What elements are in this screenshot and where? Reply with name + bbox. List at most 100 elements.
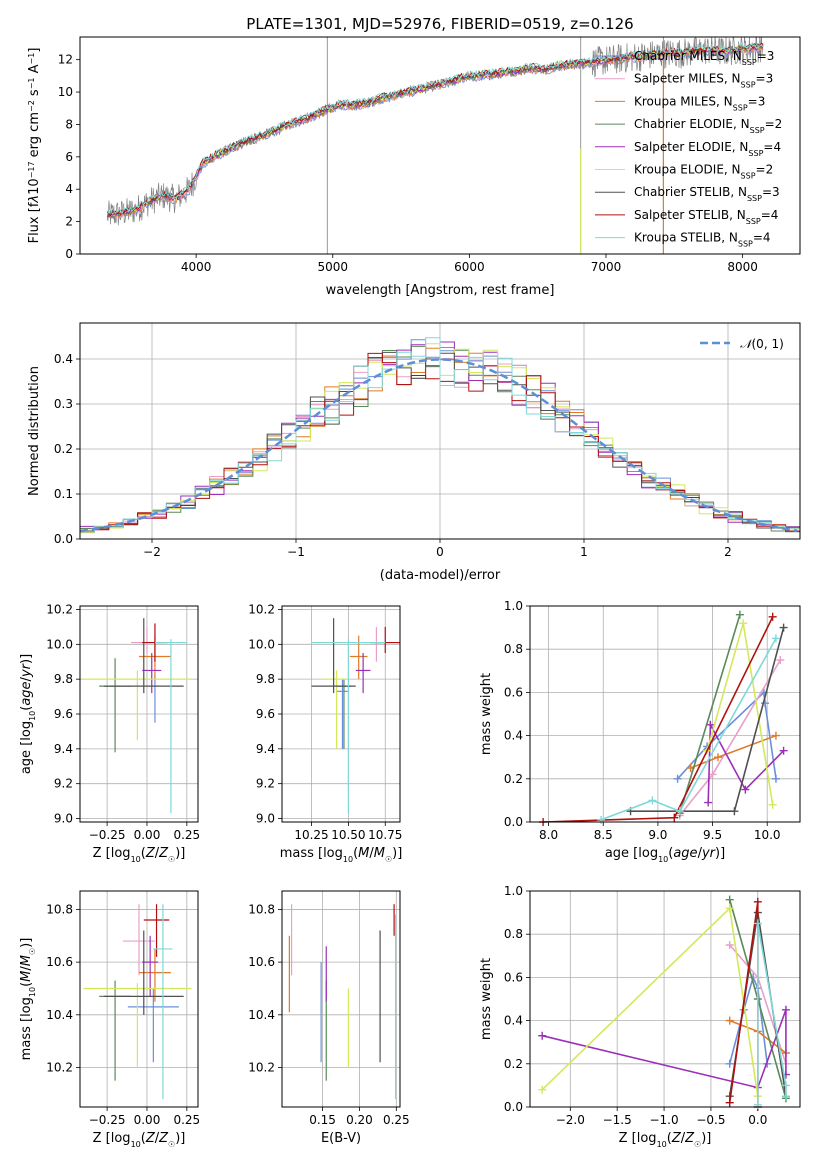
y-tick-label: 0.1 [54,487,73,501]
weight-marker [730,807,739,816]
x-tick-label: 6000 [454,260,485,274]
weight-marker [725,895,734,904]
y-tick-label: 10.6 [46,955,73,969]
x-tick-label: 0 [436,545,444,559]
weight-marker [753,897,762,906]
x-tick-label: 0.25 [173,828,200,842]
weight-line [541,906,759,1097]
x-tick-label: −2 [143,545,161,559]
y-tick-label: 9.8 [54,672,73,686]
weight-marker [753,919,762,928]
y-axis-label: mass [log10(M/M☉)] [19,938,37,1061]
y-tick-label: 6 [65,150,73,164]
axes-frame [79,605,199,823]
y-axis-label: mass weight [479,673,494,755]
y-tick-label: 0.6 [504,685,523,699]
y-axis-label: Flux [fλ10−17 erg cm−2 s−1 A−1] [27,48,43,244]
y-tick-label: 9.6 [256,707,275,721]
weight-marker [771,774,780,783]
weight-marker [725,904,734,913]
weight-marker [708,770,717,779]
y-tick-label: 10.0 [46,637,73,651]
x-axis-label: (data-model)/error [380,568,501,583]
weight-line [679,614,741,814]
x-tick-label: 8.0 [539,828,558,842]
x-tick-label: 8000 [727,260,758,274]
legend-label: Chabrier MILES, NSSP=3 [634,49,774,67]
y-tick-label: 10.2 [46,1060,73,1074]
weight-marker [704,798,713,807]
axes-frame [79,322,801,540]
y-tick-label: 10.0 [248,637,275,651]
legend-label: 𝒩(0, 1) [740,337,784,351]
x-axis-label: wavelength [Angstrom, rest frame] [326,283,555,298]
y-tick-label: 10 [58,85,73,99]
x-tick-label: 10.0 [754,828,781,842]
x-tick-label: −0.25 [89,828,126,842]
legend-label: Kroupa ELODIE, NSSP=2 [634,163,773,181]
weight-marker [538,1085,547,1094]
x-tick-label: 0.00 [134,1113,161,1127]
weight-marker [781,1005,790,1014]
x-tick-label: 10.25 [294,828,328,842]
x-tick-label: −1.0 [649,1113,678,1127]
x-tick-label: 0.00 [134,828,161,842]
y-tick-label: 0.3 [54,397,73,411]
x-tick-label: −0.5 [696,1113,725,1127]
x-axis-label: mass [log10(M/M☉)] [280,846,403,864]
weight-marker [670,813,679,822]
weight-marker [781,1092,790,1101]
x-axis-label: E(B-V) [321,1131,361,1146]
weight-line [630,627,785,812]
y-tick-label: 12 [58,53,73,67]
y-tick-label: 1.0 [504,884,523,898]
y-tick-label: 10.4 [248,1008,275,1022]
histogram-line [80,337,800,533]
y-tick-label: 0.4 [504,1014,523,1028]
weight-marker [725,941,734,949]
x-tick-label: 0.20 [346,1113,373,1127]
y-tick-label: 4 [65,182,73,196]
y-tick-label: 9.6 [54,707,73,721]
weight-marker [781,1081,790,1090]
y-tick-label: 0.2 [504,772,523,786]
weight-marker [768,800,777,809]
y-axis-label: Normed distribution [27,366,42,496]
x-tick-label: −2.0 [556,1113,585,1127]
weight-marker [779,623,788,632]
x-tick-label: 10.75 [368,828,402,842]
x-axis-label: Z [log10(Z/Z☉)] [93,1131,186,1149]
axes-frame [79,36,801,255]
x-tick-label: −1.5 [603,1113,632,1127]
y-tick-label: 10.2 [46,602,73,616]
x-axis-label: Z [log10(Z/Z☉)] [619,1131,712,1149]
weight-marker [725,1059,734,1068]
weight-marker [741,785,750,794]
x-tick-label: 10.50 [331,828,365,842]
weight-line [757,923,787,1105]
weight-marker [771,731,780,740]
weight-line [706,623,774,805]
axes-frame [79,890,199,1108]
y-tick-label: 9.0 [54,812,73,826]
x-axis-label: Z [log10(Z/Z☉)] [93,846,186,864]
axes-frame [281,605,401,823]
model-line [106,43,764,215]
spectrum-title: PLATE=1301, MJD=52976, FIBERID=0519, z=0… [246,15,633,33]
weight-marker [597,815,606,824]
y-tick-label: 10.2 [248,602,275,616]
y-tick-label: 0.0 [504,1100,523,1114]
legend-label: Salpeter ELODIE, NSSP=4 [634,140,781,158]
weight-marker [735,610,744,619]
gaussian-curve [79,358,798,533]
axes-frame [529,605,801,823]
y-tick-label: 9.4 [54,742,73,756]
x-tick-label: 9.5 [703,828,722,842]
axes-frame [529,890,801,1108]
weight-marker [706,720,715,729]
weight-line [707,721,785,803]
legend-label: Salpeter STELIB, NSSP=4 [634,208,778,226]
weight-line [542,1009,787,1089]
y-tick-label: 1.0 [504,599,523,613]
